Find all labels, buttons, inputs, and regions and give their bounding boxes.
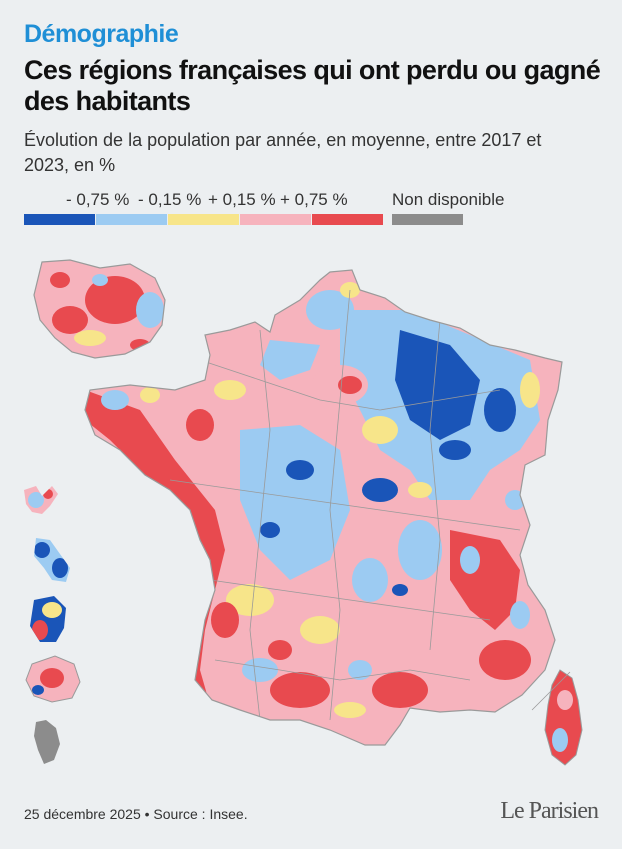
reunion-outline: [25, 655, 81, 703]
legend-swatch-gain: [240, 214, 311, 225]
page-title: Ces régions françaises qui ont perdu ou …: [24, 55, 601, 116]
corse-divider: [531, 671, 571, 711]
legend-swatch-na: [392, 214, 463, 225]
france-outline: [84, 269, 563, 746]
region-ile-de-france: [34, 260, 165, 358]
legend-swatch-strong-gain: [312, 214, 383, 225]
region-guadeloupe: [24, 486, 58, 514]
region-mayotte: [34, 720, 60, 764]
region-france-metropolitaine: [85, 270, 562, 745]
legend-label-strong-loss: - 0,75 %: [66, 190, 130, 209]
legend-label-strong-gain: + 0,75 %: [280, 190, 348, 209]
department-borders: [169, 289, 521, 721]
kicker: Démographie: [24, 20, 179, 48]
region-martinique: [34, 538, 70, 582]
legend-label-na: Non disponible: [392, 190, 505, 209]
region-reunion: [26, 656, 80, 702]
legend: - 0,75 % - 0,15 % + 0,15 % + 0,75 % Non …: [24, 186, 622, 236]
footer-source: 25 décembre 2025 • Source : Insee.: [24, 806, 248, 822]
subtitle: Évolution de la population par année, en…: [24, 130, 542, 175]
region-guyane: [30, 596, 66, 642]
legend-swatch-loss: [96, 214, 167, 225]
legend-label-gain: + 0,15 %: [208, 190, 276, 209]
le-parisien-logo: Le Parisien: [500, 798, 599, 824]
legend-swatch-stable: [168, 214, 239, 225]
ile-de-france-outline: [33, 259, 166, 359]
region-corse: [545, 670, 582, 765]
corse-outline: [544, 669, 583, 766]
legend-label-loss: - 0,15 %: [138, 190, 202, 209]
legend-swatch-strong-loss: [24, 214, 95, 225]
choropleth-map: [24, 259, 583, 766]
